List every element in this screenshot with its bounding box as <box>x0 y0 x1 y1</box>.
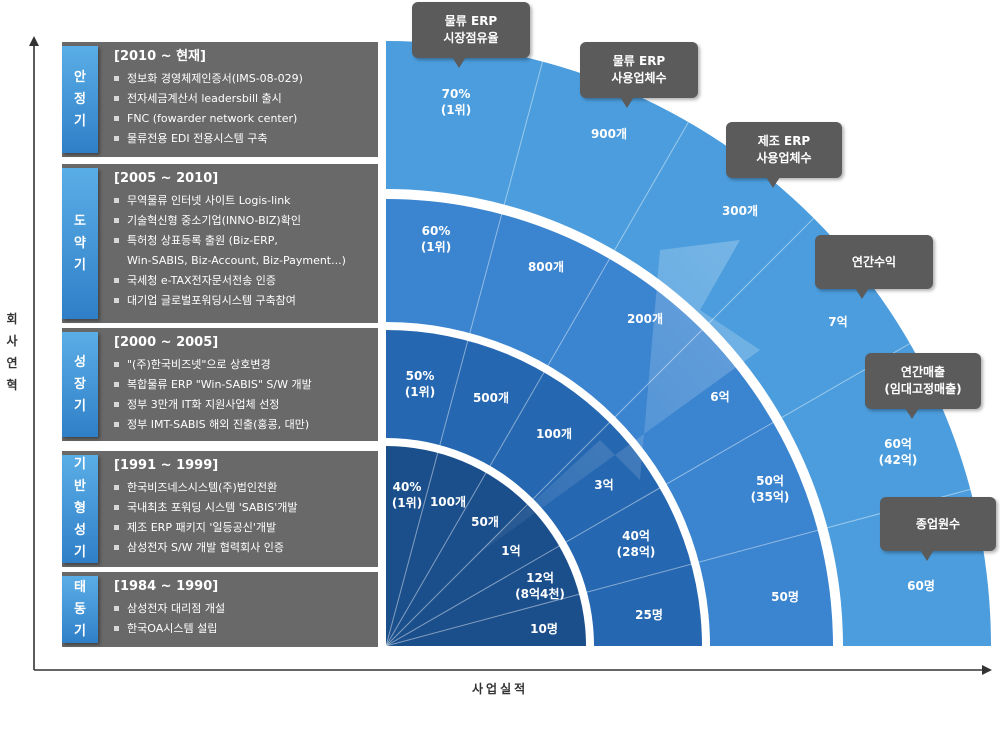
ring-2-profit-value: 3억 <box>594 478 614 492</box>
ring-4-share-value: 70% (1위) <box>440 87 472 117</box>
ring-1-employees-value: 10명 <box>530 622 558 636</box>
history-item: 물류전용 EDI 전용시스템 구축 <box>114 129 372 149</box>
ring-3-logistics-users-value: 800개 <box>527 260 565 274</box>
ring-2-share-value: 50% (1위) <box>404 369 436 399</box>
history-item: 대기업 글로벌포워딩시스템 구축참여 <box>114 291 372 311</box>
history-item: 정부 3만개 IT화 지원사업체 선정 <box>114 395 372 415</box>
history-item: 전자세금계산서 leadersbill 출시 <box>114 89 372 109</box>
stage-badge: 안정기 <box>62 46 98 153</box>
history-item: Win-SABIS, Biz-Account, Biz-Payment...) <box>127 254 346 267</box>
ring-3-profit-value: 6억 <box>710 390 730 404</box>
sector-divider <box>385 343 911 647</box>
ring-2-mfg-users-value: 100개 <box>535 427 573 441</box>
period-years: [2005 ~ 2010] <box>114 171 219 186</box>
stage-label: 기반형성기 <box>74 457 86 560</box>
ring-1-revenue-value: 12억 (8억4천) <box>515 571 565 601</box>
ring-3-mfg-users-value: 200개 <box>626 312 664 326</box>
history-item: 제조 ERP 패키지 '일등공신'개발 <box>114 518 372 538</box>
ring-4-mfg-users-value: 300개 <box>721 204 759 218</box>
ring-4 <box>386 41 991 646</box>
ring-4-revenue-value: 60억 (42억) <box>878 437 918 467</box>
metric-callout-profit: 연간수익 <box>815 235 933 299</box>
ring-4-logistics-users-value: 900개 <box>590 127 628 141</box>
ring-separator <box>385 438 594 647</box>
history-item: 정보화 경영체제인증서(IMS-08-029) <box>114 69 372 89</box>
ring-2-logistics-users-value: 500개 <box>472 391 510 405</box>
stage-label: 태동기 <box>74 579 86 639</box>
stage-label: 성장기 <box>74 354 86 414</box>
history-item: 삼성전자 S/W 개발 협력회사 인증 <box>114 538 372 558</box>
ring-3-revenue-value: 50억 (35억) <box>750 474 790 504</box>
stage-badge: 기반형성기 <box>62 455 98 563</box>
ring-1-logistics-users-value: 100개 <box>429 495 467 509</box>
period-panel: 도약기 [2005 ~ 2010] 무역물류 인터넷 사이트 Logis-link 기… <box>62 164 378 323</box>
period-years: [2010 ~ 현재] <box>114 49 206 64</box>
stage-badge: 성장기 <box>62 332 98 437</box>
stage-badge: 태동기 <box>62 576 98 643</box>
history-item: 기술혁신형 중소기업(INNO-BIZ)확인 <box>114 211 372 231</box>
ring-separator <box>385 322 710 647</box>
ring-2-revenue-value: 40억 (28억) <box>616 529 656 559</box>
history-item: 한국비즈네스시스템(주)법인전환 <box>114 478 372 498</box>
history-item: 국세청 e-TAX전자문서전송 인증 <box>114 271 372 291</box>
growth-arrow-icon <box>470 240 760 560</box>
ring-4-employees-value: 60명 <box>907 579 935 593</box>
stage-label: 도약기 <box>74 213 86 273</box>
period-years: [2000 ~ 2005] <box>114 335 219 350</box>
period-panel: 안정기 [2010 ~ 현재] 정보화 경영체제인증서(IMS-08-029) 전자세… <box>62 42 378 157</box>
period-years: [1991 ~ 1999] <box>114 458 219 473</box>
history-item: 삼성전자 대리점 개설 <box>114 599 372 619</box>
ring-2 <box>386 330 702 646</box>
sector-divider <box>385 121 689 647</box>
period-panel: 성장기 [2000 ~ 2005] "(주)한국비즈넷"으로 상호변경 복합물류 ER… <box>62 328 378 441</box>
sector-divider <box>385 488 971 647</box>
history-item: 한국OA시스템 설립 <box>114 619 372 639</box>
history-item: 정부 IMT-SABIS 해외 진출(홍콩, 대만) <box>114 415 372 435</box>
y-axis-arrow-icon <box>29 36 39 46</box>
metric-callout-logistics-users: 물류 ERP 사용업체수 <box>580 42 698 108</box>
history-item: 복합물류 ERP "Win-SABIS" S/W 개발 <box>114 375 372 395</box>
ring-4-profit-value: 7억 <box>828 315 848 329</box>
sector-divider <box>385 217 815 647</box>
history-item: 무역물류 인터넷 사이트 Logis-link <box>114 191 372 211</box>
stage-badge: 도약기 <box>62 168 98 319</box>
metric-callout-share: 물류 ERP 시장점유율 <box>412 2 530 68</box>
ring-3-share-value: 60% (1위) <box>420 224 452 254</box>
history-item: "(주)한국비즈넷"으로 상호변경 <box>114 355 372 375</box>
x-axis-arrow-icon <box>982 665 992 675</box>
ring-1-mfg-users-value: 50개 <box>471 515 499 529</box>
period-years: [1984 ~ 1990] <box>114 579 219 594</box>
ring-2-employees-value: 25명 <box>635 608 663 622</box>
ring-3 <box>386 199 833 646</box>
period-panel: 태동기 [1984 ~ 1990] 삼성전자 대리점 개설 한국OA시스템 설립 <box>62 572 378 647</box>
metric-callout-employees: 종업원수 <box>880 497 996 561</box>
history-item: FNC (fowarder network center) <box>114 109 372 129</box>
ring-1-share-value: 40% (1위) <box>391 480 423 510</box>
y-axis-label: 회사연혁 <box>6 312 18 392</box>
history-item: 특허청 상표등록 출원 (Biz-ERP, <box>114 231 372 251</box>
x-axis-label: 사업실적 <box>472 682 529 696</box>
ring-1-profit-value: 1억 <box>501 544 521 558</box>
history-item: 국내최초 포워딩 시스템 'SABIS'개발 <box>114 498 372 518</box>
ring-3-employees-value: 50명 <box>771 590 799 604</box>
metric-callout-revenue: 연간매출 (임대고정매출) <box>865 353 981 419</box>
stage-label: 안정기 <box>74 69 86 129</box>
period-panel: 기반형성기 [1991 ~ 1999] 한국비즈네스시스템(주)법인전환 국내최초 포… <box>62 451 378 567</box>
metric-callout-mfg-users: 제조 ERP 사용업체수 <box>726 122 842 188</box>
sector-divider <box>385 61 544 647</box>
